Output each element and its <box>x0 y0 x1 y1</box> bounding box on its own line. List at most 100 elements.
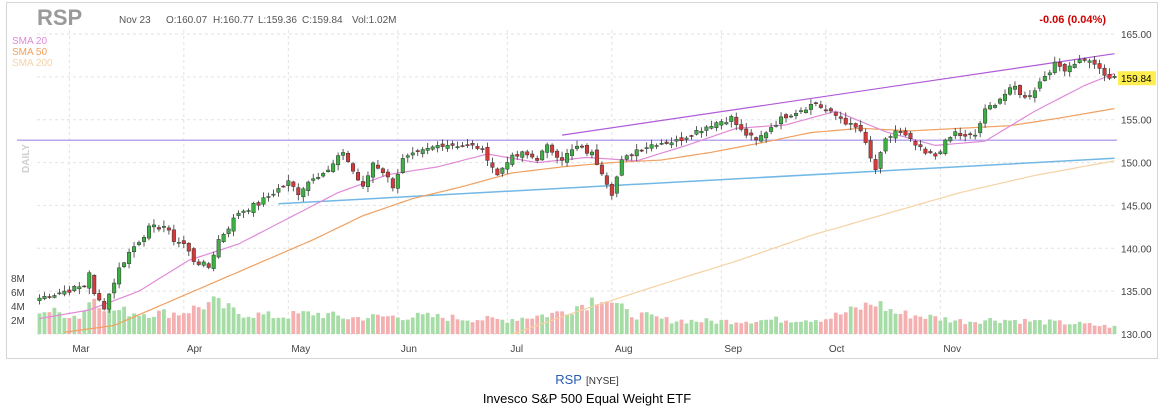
volume-bar <box>734 322 739 334</box>
candle-body <box>579 145 584 148</box>
last-price-tag <box>1118 71 1156 86</box>
candle-body <box>37 297 42 301</box>
volume-bar <box>958 319 963 334</box>
candle-body <box>321 173 326 177</box>
volume-bar <box>679 319 684 334</box>
volume-bar <box>545 317 550 334</box>
candle-body <box>784 114 789 119</box>
volume-bar <box>57 312 62 334</box>
volume-bar <box>400 320 405 334</box>
candle-body <box>833 112 838 116</box>
y-tick-label: 140.00 <box>1121 244 1152 255</box>
candle-body <box>450 143 455 146</box>
volume-bar <box>326 313 331 334</box>
candle-body <box>42 296 47 300</box>
volume-bar <box>704 318 709 334</box>
volume-bar <box>440 317 445 334</box>
candle-body <box>67 289 72 293</box>
candle-body <box>336 155 341 166</box>
volume-bar <box>316 312 321 334</box>
candle-body <box>1037 81 1042 89</box>
volume-bar <box>525 318 530 334</box>
candle-body <box>1067 65 1072 73</box>
volume-bar <box>1062 324 1067 334</box>
candle-body <box>161 226 166 228</box>
volume-bar <box>848 306 853 334</box>
candle-body <box>599 164 604 175</box>
candle-body <box>704 126 709 131</box>
candle-body <box>689 135 694 137</box>
candle-body <box>584 145 589 154</box>
volume-bar <box>181 313 186 334</box>
volume-bar <box>724 319 729 334</box>
candle-body <box>122 262 127 268</box>
candle-body <box>1042 76 1047 81</box>
candle-body <box>570 149 575 156</box>
candle-body <box>1012 85 1017 90</box>
exchange-label: [NYSE] <box>585 376 619 387</box>
volume-bar <box>838 314 843 334</box>
candle-body <box>923 148 928 154</box>
volume-bar <box>769 319 773 334</box>
candle-body <box>838 116 843 119</box>
volume-bar <box>1003 319 1007 334</box>
candle-body <box>644 147 649 149</box>
sma200-line <box>512 160 1115 335</box>
volume-bar <box>47 312 52 334</box>
candle-body <box>425 147 430 151</box>
x-tick-label: Oct <box>829 344 845 355</box>
candle-body <box>465 144 470 146</box>
candle-body <box>808 104 813 110</box>
volume-bar <box>221 308 226 334</box>
volume-bar <box>132 313 136 334</box>
volume-bar <box>1057 320 1062 334</box>
volume-bar <box>92 298 97 334</box>
indicator-lines <box>17 53 1117 335</box>
x-tick-label: Nov <box>943 344 961 355</box>
volume-bar <box>246 316 251 334</box>
candle-body <box>137 242 142 245</box>
candle-body <box>739 124 744 130</box>
candle-body <box>1107 73 1112 79</box>
x-tick-label: Mar <box>72 344 90 355</box>
candle-body <box>694 130 699 135</box>
volume-bar <box>943 317 948 334</box>
candle-body <box>709 126 714 129</box>
candle-body <box>848 123 853 125</box>
volume-bar <box>530 318 535 334</box>
candle-body <box>858 124 863 132</box>
volume-bar <box>575 306 579 334</box>
candle-body <box>699 130 704 134</box>
volume-bar <box>142 314 146 334</box>
volume-bar <box>381 316 385 334</box>
volume-bar <box>351 317 355 334</box>
volume-bar <box>1087 323 1092 334</box>
candle-body <box>550 144 555 153</box>
candle-body <box>380 168 385 173</box>
volume-bar <box>206 302 211 334</box>
candle-body <box>132 246 137 253</box>
candle-body <box>634 149 639 157</box>
volume-tick-label: 4M <box>11 302 25 313</box>
price-chart[interactable]: 165.00160.00155.00150.00145.00140.00135.… <box>7 3 1157 358</box>
volume-bar <box>271 318 276 334</box>
ticker-link[interactable]: RSP <box>555 372 582 387</box>
candle-body <box>346 152 351 162</box>
candle-body <box>624 155 629 160</box>
volume-bar <box>624 309 629 334</box>
candle-body <box>918 144 923 148</box>
volume-bars <box>37 296 1117 334</box>
candle-body <box>520 151 525 158</box>
ohlc-readout: Vol:1.02M <box>352 15 396 26</box>
candle-body <box>1062 64 1067 72</box>
y-tick-label: 150.00 <box>1121 159 1152 170</box>
volume-bar <box>858 309 863 334</box>
volume-bar <box>560 311 564 334</box>
volume-bar <box>196 307 201 334</box>
volume-bar <box>1097 326 1102 334</box>
volume-bar <box>1112 325 1117 334</box>
candle-body <box>191 248 196 262</box>
volume-tick-label: 8M <box>11 274 25 285</box>
candle-body <box>156 227 161 230</box>
volume-bar <box>435 313 440 334</box>
